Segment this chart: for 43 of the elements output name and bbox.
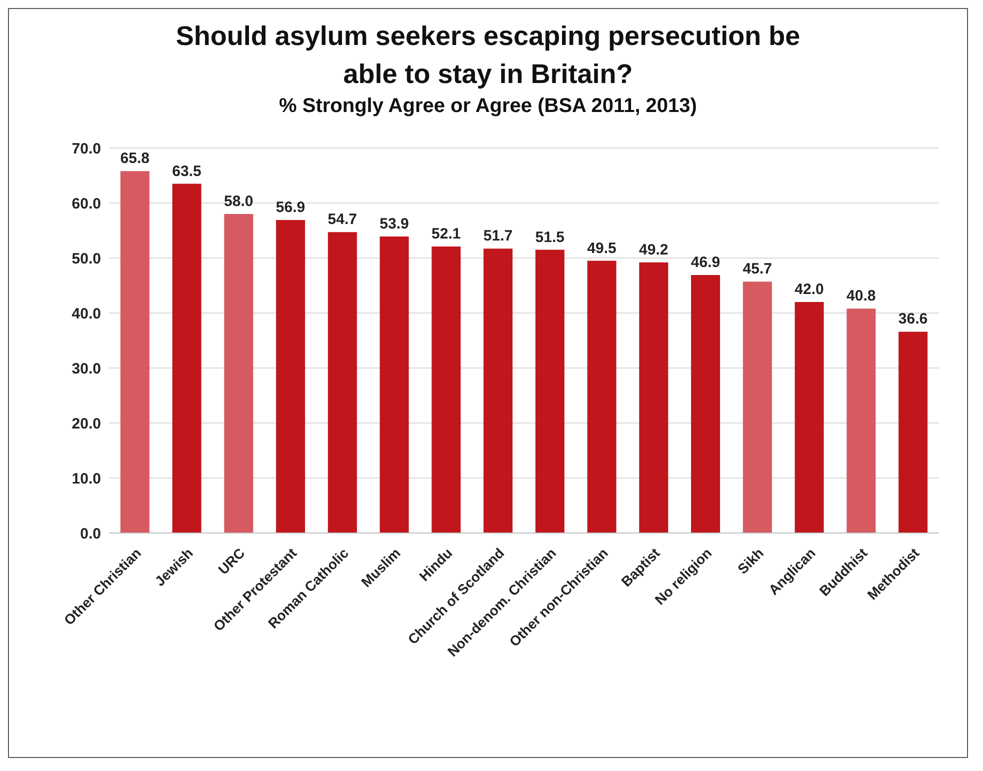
data-label: 40.8 (846, 288, 876, 305)
bar (691, 275, 720, 533)
y-tick-label: 50.0 (72, 250, 101, 268)
data-label: 46.9 (690, 254, 720, 272)
bar (380, 236, 409, 533)
chart-subtitle: % Strongly Agree or Agree (BSA 2011, 2013) (278, 95, 698, 118)
bar (587, 260, 616, 533)
data-label: 63.5 (172, 162, 202, 180)
data-label: 54.7 (328, 211, 358, 228)
bar (172, 184, 202, 533)
y-tick-label: 20.0 (72, 415, 101, 432)
data-label: 51.7 (483, 228, 513, 245)
data-label: 58.0 (224, 193, 254, 210)
bar (224, 214, 254, 533)
bar (432, 246, 461, 533)
bar (535, 250, 564, 533)
data-label: 45.7 (742, 260, 772, 278)
bar (742, 282, 772, 533)
data-label: 65.8 (120, 150, 150, 168)
data-label: 56.9 (276, 199, 306, 216)
y-tick-label: 70.0 (72, 140, 101, 158)
data-label: 51.5 (535, 228, 565, 246)
y-tick-label: 60.0 (72, 195, 101, 212)
bar (120, 171, 150, 533)
data-label: 42.0 (794, 281, 824, 298)
y-tick-label: 10.0 (72, 470, 101, 488)
y-tick-label: 0.0 (80, 525, 101, 542)
bar (898, 332, 928, 533)
bar (328, 232, 357, 533)
data-label: 53.9 (380, 216, 409, 233)
data-label: 36.6 (898, 310, 928, 328)
data-label: 49.2 (639, 241, 668, 258)
bar (846, 308, 876, 533)
y-tick-label: 30.0 (72, 360, 101, 378)
data-label: 49.5 (587, 240, 616, 257)
data-label: 52.1 (432, 225, 461, 242)
bar (276, 220, 306, 533)
x-tick-label: Sikh (734, 544, 766, 577)
bar (639, 262, 668, 533)
y-tick-label: 40.0 (72, 305, 101, 322)
chart-title: Should asylum seekers escaping persecution be able to stay in Britain? (174, 20, 802, 91)
bar (794, 302, 824, 533)
bar (484, 248, 513, 533)
